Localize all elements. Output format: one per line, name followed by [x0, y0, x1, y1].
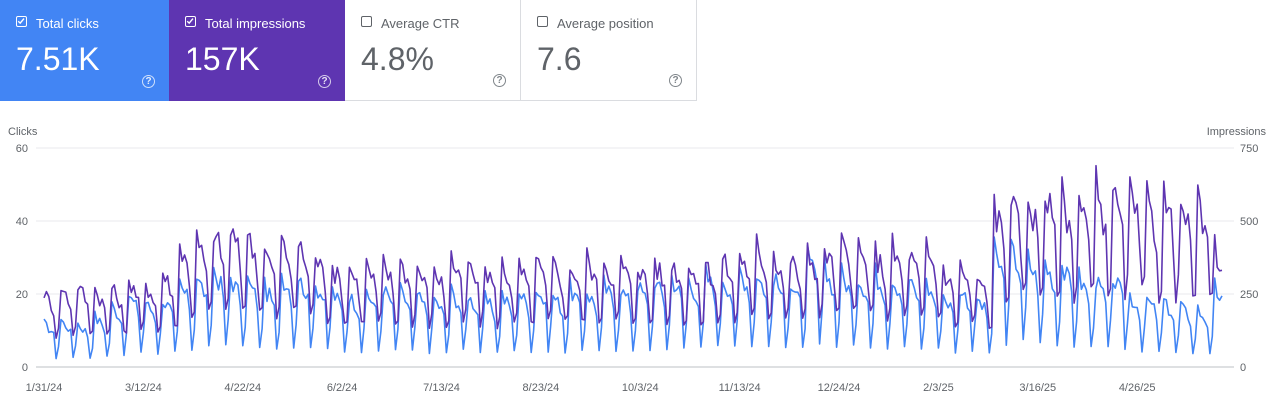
total-impressions-card[interactable]: Total impressions 157K ? — [169, 0, 345, 101]
checkbox-icon[interactable] — [361, 16, 372, 27]
total-impressions-label: Total impressions — [205, 16, 306, 31]
x-tick-label: 1/31/24 — [26, 382, 63, 394]
average-position-card[interactable]: Average position 7.6 ? — [521, 0, 697, 101]
right-tick-label: 750 — [1240, 143, 1258, 155]
total-clicks-label: Total clicks — [36, 16, 99, 31]
right-tick-label: 0 — [1240, 362, 1246, 374]
right-tick-label: 250 — [1240, 289, 1258, 301]
x-tick-label: 4/22/24 — [224, 382, 261, 394]
total-clicks-card[interactable]: Total clicks 7.51K ? — [0, 0, 169, 101]
help-circle-icon[interactable]: ? — [318, 75, 331, 88]
left-axis-ticks: 0 20 40 60 — [16, 143, 28, 374]
checkbox-icon[interactable] — [537, 16, 548, 27]
left-tick-label: 40 — [16, 216, 28, 228]
average-ctr-value: 4.8% — [361, 41, 434, 77]
help-circle-icon[interactable]: ? — [142, 75, 155, 88]
clicks-series-line — [43, 236, 1223, 360]
x-tick-label: 3/16/25 — [1019, 382, 1056, 394]
right-axis-ticks: 0 250 500 750 — [1240, 143, 1258, 374]
left-tick-label: 0 — [22, 362, 28, 374]
right-axis-title: Impressions — [1207, 126, 1267, 138]
x-tick-label: 6/2/24 — [327, 382, 358, 394]
metric-cards: Total clicks 7.51K ? Total impressions 1… — [0, 0, 697, 101]
x-tick-label: 11/13/24 — [719, 382, 761, 394]
average-ctr-label: Average CTR — [381, 16, 460, 31]
average-position-label: Average position — [557, 16, 654, 31]
x-tick-label: 10/3/24 — [622, 382, 659, 394]
series-lines — [43, 164, 1223, 360]
chart-grid — [36, 147, 1234, 368]
x-tick-label: 8/23/24 — [523, 382, 560, 394]
help-circle-icon[interactable]: ? — [669, 74, 682, 87]
left-tick-label: 20 — [16, 289, 28, 301]
right-tick-label: 500 — [1240, 216, 1258, 228]
x-axis-ticks: 1/31/24 3/12/24 4/22/24 6/2/24 7/13/24 8/23/2… — [26, 382, 1156, 394]
performance-chart[interactable]: Clicks Impressions 0 20 40 60 0 250 500 750 1/… — [0, 116, 1280, 416]
checkbox-icon[interactable] — [185, 16, 196, 27]
x-tick-label: 12/24/24 — [818, 382, 861, 394]
x-tick-label: 3/12/24 — [125, 382, 162, 394]
x-tick-label: 4/26/25 — [1119, 382, 1156, 394]
left-axis-title: Clicks — [8, 126, 38, 138]
x-tick-label: 7/13/24 — [423, 382, 460, 394]
help-circle-icon[interactable]: ? — [493, 74, 506, 87]
impressions-series-line — [43, 164, 1223, 339]
average-position-value: 7.6 — [537, 41, 582, 77]
total-impressions-value: 157K — [185, 41, 260, 77]
total-clicks-value: 7.51K — [16, 41, 100, 77]
average-ctr-card[interactable]: Average CTR 4.8% ? — [345, 0, 521, 101]
checkbox-icon[interactable] — [16, 16, 27, 27]
x-tick-label: 2/3/25 — [923, 382, 954, 394]
left-tick-label: 60 — [16, 143, 28, 155]
